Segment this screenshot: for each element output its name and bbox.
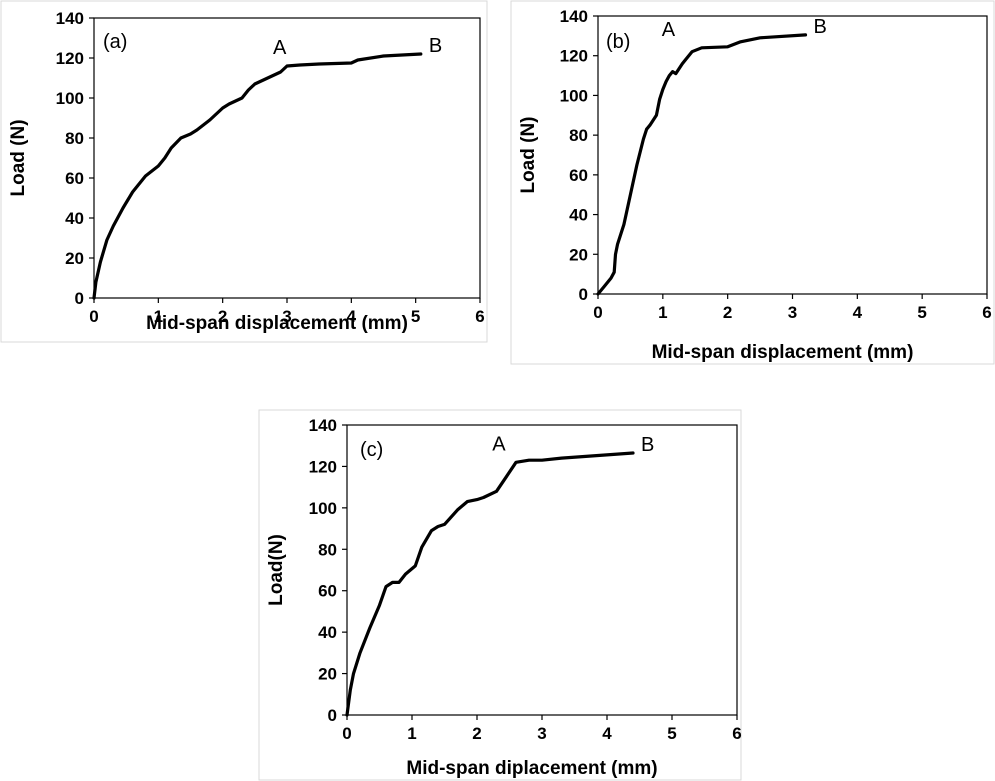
x-tick-label: 3	[788, 303, 797, 322]
x-tick-label: 0	[89, 307, 98, 326]
load-displacement-curve	[92, 52, 423, 300]
x-tick-label: 6	[475, 307, 484, 326]
chart-panel-3: 0 20 40 60 80 100 120 140 0 1 2 3 4 5 6 Mid-span diplac…	[258, 409, 742, 781]
y-tick-label: 60	[65, 169, 84, 188]
x-tick-label: 4	[853, 303, 863, 322]
y-tick-label: 80	[65, 129, 84, 148]
point-label-b: B	[429, 35, 442, 57]
chart-frame	[258, 409, 742, 781]
x-tick-label: 4	[602, 724, 612, 743]
y-tick-label: 140	[56, 9, 84, 28]
x-tick-label: 1	[407, 724, 416, 743]
y-tick-label: 120	[560, 47, 588, 66]
y-tick-label: 100	[56, 89, 84, 108]
x-tick-label: 5	[667, 724, 676, 743]
x-tick-label: 2	[218, 307, 227, 326]
x-tick-label: 2	[472, 724, 481, 743]
x-tick-label: 3	[282, 307, 291, 326]
plot-area-border	[597, 15, 988, 295]
y-tick-label: 60	[569, 166, 588, 185]
chart-panel-1: 0 20 40 60 80 100 120 140 0 1 2 3 4 5 6 Mid-span displa…	[0, 0, 488, 343]
y-axis-label: Load (N)	[518, 116, 539, 193]
x-tick-label: 5	[917, 303, 926, 322]
chart-frame	[510, 0, 995, 365]
x-tick-label: 1	[658, 303, 667, 322]
point-label-a: A	[273, 37, 287, 59]
y-tick-label: 80	[318, 540, 337, 559]
y-tick-label: 40	[569, 206, 588, 225]
y-tick-label: 40	[318, 623, 337, 642]
x-tick-label: 6	[982, 303, 991, 322]
y-tick-label: 20	[65, 249, 84, 268]
x-axis-label: Mid-span diplacement (mm)	[406, 758, 657, 779]
panel-label: (c)	[360, 439, 383, 461]
point-label-a: A	[662, 19, 676, 41]
x-tick-label: 0	[342, 724, 351, 743]
plot-area-border	[346, 424, 738, 716]
plot-area-border	[93, 17, 481, 299]
panel-label: (a)	[103, 31, 127, 53]
x-tick-label: 3	[537, 724, 546, 743]
y-tick-label: 100	[309, 499, 337, 518]
y-tick-label: 20	[318, 665, 337, 684]
point-label-b: B	[641, 434, 654, 456]
x-tick-label: 0	[593, 303, 602, 322]
y-tick-label: 60	[318, 582, 337, 601]
x-axis-label: Mid-span displacement (mm)	[146, 313, 408, 334]
y-axis-label: Load (N)	[8, 119, 29, 196]
load-displacement-curve	[345, 451, 635, 717]
point-label-b: B	[813, 16, 826, 38]
point-label-a: A	[492, 433, 506, 455]
x-axis-label: Mid-span displacement (mm)	[652, 342, 914, 363]
y-tick-label: 80	[569, 126, 588, 145]
x-tick-label: 6	[732, 724, 741, 743]
y-tick-label: 0	[75, 289, 84, 308]
y-tick-label: 140	[560, 7, 588, 26]
load-displacement-curve	[596, 33, 808, 296]
x-tick-label: 2	[723, 303, 732, 322]
panel-label: (b)	[606, 31, 630, 53]
x-tick-label: 4	[347, 307, 357, 326]
y-tick-label: 140	[309, 416, 337, 435]
y-tick-label: 0	[579, 285, 588, 304]
chart-panel-2: 0 20 40 60 80 100 120 140 0 1 2 3 4 5 6 Mid-span displa…	[510, 0, 995, 365]
y-tick-label: 100	[560, 86, 588, 105]
y-tick-label: 120	[309, 457, 337, 476]
chart-frame	[0, 0, 488, 343]
y-tick-label: 20	[569, 245, 588, 264]
x-tick-label: 5	[411, 307, 420, 326]
y-tick-label: 120	[56, 49, 84, 68]
y-tick-label: 40	[65, 209, 84, 228]
y-axis-label: Load(N)	[266, 534, 287, 606]
x-tick-label: 1	[154, 307, 163, 326]
y-tick-label: 0	[328, 706, 337, 725]
